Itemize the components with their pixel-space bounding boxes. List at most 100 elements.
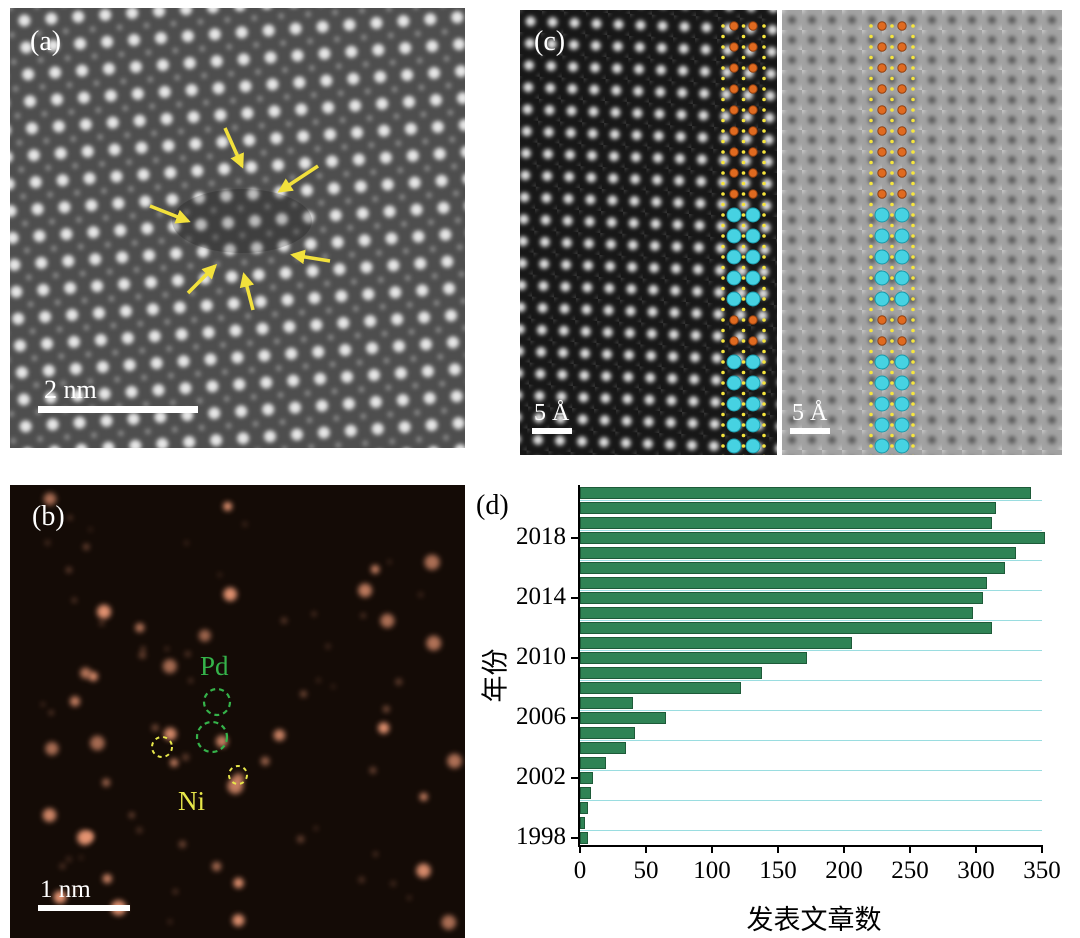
model-anion-yellow bbox=[869, 423, 873, 427]
x-tick-label: 100 bbox=[693, 857, 731, 884]
panel-c-left-scale-bar bbox=[532, 428, 572, 434]
atom-dot bbox=[69, 696, 81, 707]
model-cation-orange bbox=[897, 84, 907, 94]
model-anion-yellow bbox=[762, 66, 766, 70]
model-cation-orange bbox=[729, 84, 739, 94]
atom-dot bbox=[44, 540, 51, 546]
model-anion-yellow bbox=[911, 349, 915, 354]
atom-dot bbox=[223, 501, 233, 511]
model-anion-yellow bbox=[911, 202, 915, 207]
model-anion-yellow bbox=[721, 223, 725, 228]
model-cation-orange bbox=[729, 168, 739, 178]
model-cation-cyan bbox=[745, 375, 761, 391]
atom-dot bbox=[378, 722, 390, 734]
atom-dot bbox=[88, 671, 99, 682]
model-anion-yellow bbox=[869, 97, 873, 102]
atom-dot bbox=[98, 620, 105, 626]
atom-dot bbox=[165, 647, 169, 651]
atom-dot bbox=[151, 724, 159, 732]
model-anion-yellow bbox=[911, 66, 915, 70]
model-anion-yellow bbox=[762, 360, 766, 364]
model-anion-yellow bbox=[911, 255, 915, 259]
model-anion-yellow bbox=[741, 118, 746, 123]
model-anion-yellow bbox=[911, 391, 915, 396]
model-anion-yellow bbox=[911, 55, 915, 60]
x-tick-label: 0 bbox=[573, 857, 587, 884]
chart-bar bbox=[580, 727, 636, 739]
model-anion-yellow bbox=[721, 129, 725, 133]
atom-dot bbox=[41, 702, 45, 707]
model-anion-yellow bbox=[741, 360, 746, 364]
model-anion-yellow bbox=[762, 160, 766, 165]
model-cation-cyan bbox=[726, 417, 742, 433]
atom-dot bbox=[273, 729, 286, 741]
atom-dot bbox=[49, 710, 54, 715]
atom-dot bbox=[233, 877, 244, 889]
model-anion-yellow bbox=[762, 234, 766, 238]
panel-d-chart: (d) 年份 发表文章数 1998 2002 2006 2010 2014 2018 0 50… bbox=[468, 478, 1080, 938]
model-anion-yellow bbox=[911, 181, 915, 186]
panel-c-right-lattice bbox=[782, 10, 1062, 455]
model-anion-yellow bbox=[721, 265, 725, 270]
model-anion-yellow bbox=[911, 339, 915, 343]
model-anion-yellow bbox=[911, 118, 915, 123]
model-anion-yellow bbox=[890, 129, 894, 133]
model-cation-orange bbox=[897, 168, 907, 178]
model-anion-yellow bbox=[869, 402, 873, 406]
model-cation-cyan bbox=[745, 249, 761, 265]
model-anion-yellow bbox=[762, 139, 766, 144]
model-cation-orange bbox=[748, 189, 758, 199]
model-anion-yellow bbox=[741, 444, 746, 448]
model-cation-orange bbox=[748, 315, 758, 325]
model-anion-yellow bbox=[869, 360, 873, 364]
atomic-model-overlay bbox=[869, 21, 915, 455]
x-tick bbox=[843, 845, 845, 853]
model-anion-yellow bbox=[869, 265, 873, 270]
pd-circle bbox=[202, 687, 232, 717]
model-anion-yellow bbox=[741, 45, 746, 49]
model-anion-yellow bbox=[869, 223, 873, 228]
model-anion-yellow bbox=[890, 444, 894, 448]
model-cation-orange bbox=[877, 168, 887, 178]
x-tick bbox=[579, 845, 581, 853]
chart-bar bbox=[580, 787, 591, 799]
model-anion-yellow bbox=[721, 370, 725, 375]
atom-dot bbox=[59, 863, 66, 869]
model-anion-yellow bbox=[762, 402, 766, 406]
chart-bar bbox=[580, 817, 586, 829]
model-anion-yellow bbox=[721, 234, 725, 238]
model-cation-orange bbox=[729, 63, 739, 73]
model-cation-orange bbox=[729, 189, 739, 199]
atom-dot bbox=[167, 919, 173, 924]
chart-bar bbox=[580, 832, 588, 844]
model-anion-yellow bbox=[721, 360, 725, 364]
model-anion-yellow bbox=[890, 234, 894, 238]
atom-dot bbox=[416, 863, 431, 878]
panel-a-label: (a) bbox=[30, 26, 61, 57]
ni-label: Ni bbox=[178, 786, 205, 816]
panel-d-label: (d) bbox=[476, 490, 509, 521]
model-anion-yellow bbox=[721, 181, 725, 186]
atom-dot bbox=[370, 565, 380, 574]
model-cation-cyan bbox=[726, 228, 742, 244]
model-cation-cyan bbox=[745, 438, 761, 454]
model-cation-cyan bbox=[874, 207, 890, 223]
model-cation-cyan bbox=[874, 228, 890, 244]
model-anion-yellow bbox=[741, 108, 746, 112]
y-tick-label: 2006 bbox=[516, 702, 566, 730]
model-cation-orange bbox=[877, 126, 887, 136]
x-tick bbox=[645, 845, 647, 853]
atom-dot bbox=[325, 643, 331, 649]
model-anion-yellow bbox=[741, 171, 746, 175]
model-cation-cyan bbox=[894, 417, 910, 433]
model-cation-orange bbox=[877, 147, 887, 157]
model-anion-yellow bbox=[890, 244, 894, 249]
atom-dot bbox=[211, 861, 222, 872]
model-anion-yellow bbox=[869, 34, 873, 39]
model-anion-yellow bbox=[890, 402, 894, 406]
chart-bar bbox=[580, 682, 741, 694]
atom-dot bbox=[128, 812, 135, 818]
model-anion-yellow bbox=[721, 423, 725, 427]
model-cation-cyan bbox=[726, 375, 742, 391]
atom-dot bbox=[66, 567, 72, 573]
